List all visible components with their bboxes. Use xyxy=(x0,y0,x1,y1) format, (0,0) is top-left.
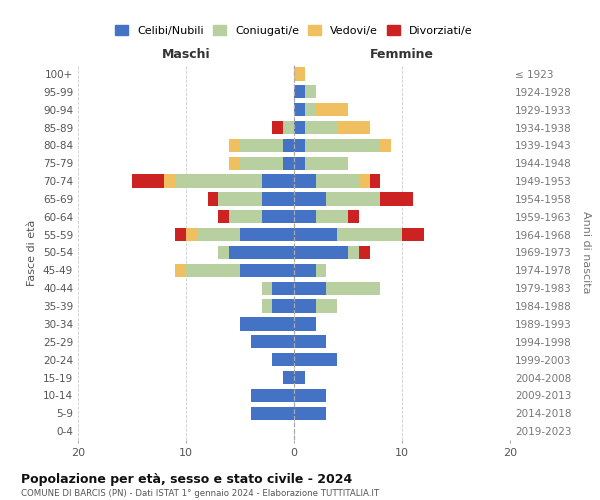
Bar xyxy=(283,138,294,152)
Bar xyxy=(316,264,326,277)
Bar xyxy=(305,138,380,152)
Bar xyxy=(186,264,240,277)
Bar xyxy=(294,228,337,241)
Bar xyxy=(251,388,294,402)
Bar xyxy=(337,121,370,134)
Bar xyxy=(294,174,316,188)
Bar xyxy=(272,300,294,313)
Bar xyxy=(262,282,272,295)
Bar xyxy=(294,192,326,205)
Bar xyxy=(294,121,305,134)
Bar xyxy=(229,210,262,224)
Bar xyxy=(197,228,240,241)
Bar xyxy=(240,228,294,241)
Bar xyxy=(348,246,359,259)
Bar xyxy=(294,317,316,330)
Bar xyxy=(294,210,316,224)
Bar xyxy=(359,246,370,259)
Text: Popolazione per età, sesso e stato civile - 2024: Popolazione per età, sesso e stato civil… xyxy=(21,472,352,486)
Bar xyxy=(132,174,164,188)
Bar xyxy=(229,138,240,152)
Bar xyxy=(294,138,305,152)
Bar xyxy=(380,138,391,152)
Bar xyxy=(251,335,294,348)
Legend: Celibi/Nubili, Coniugati/e, Vedovi/e, Divorziati/e: Celibi/Nubili, Coniugati/e, Vedovi/e, Di… xyxy=(112,22,476,40)
Bar xyxy=(175,174,262,188)
Bar xyxy=(294,282,326,295)
Bar xyxy=(283,156,294,170)
Bar xyxy=(326,192,380,205)
Y-axis label: Fasce di età: Fasce di età xyxy=(28,220,37,286)
Bar xyxy=(294,264,316,277)
Bar xyxy=(283,121,294,134)
Bar xyxy=(240,156,283,170)
Bar xyxy=(294,388,326,402)
Bar xyxy=(294,156,305,170)
Bar xyxy=(272,353,294,366)
Bar xyxy=(240,317,294,330)
Bar xyxy=(294,371,305,384)
Bar xyxy=(337,228,402,241)
Bar xyxy=(294,406,326,420)
Bar xyxy=(240,264,294,277)
Bar xyxy=(380,192,413,205)
Bar xyxy=(402,228,424,241)
Bar xyxy=(240,138,283,152)
Bar xyxy=(262,210,294,224)
Bar xyxy=(305,121,337,134)
Bar xyxy=(229,246,294,259)
Bar xyxy=(294,67,305,80)
Bar xyxy=(164,174,175,188)
Bar xyxy=(294,300,316,313)
Bar xyxy=(294,85,305,98)
Bar xyxy=(316,174,359,188)
Bar xyxy=(316,210,348,224)
Bar xyxy=(229,156,240,170)
Bar xyxy=(218,192,262,205)
Bar xyxy=(262,192,294,205)
Bar xyxy=(294,353,337,366)
Bar xyxy=(326,282,380,295)
Bar xyxy=(262,174,294,188)
Bar xyxy=(359,174,370,188)
Text: Maschi: Maschi xyxy=(161,48,211,62)
Text: COMUNE DI BARCIS (PN) - Dati ISTAT 1° gennaio 2024 - Elaborazione TUTTITALIA.IT: COMUNE DI BARCIS (PN) - Dati ISTAT 1° ge… xyxy=(21,489,379,498)
Bar xyxy=(218,210,229,224)
Bar xyxy=(218,246,229,259)
Bar xyxy=(348,210,359,224)
Bar xyxy=(175,264,186,277)
Bar xyxy=(186,228,197,241)
Bar xyxy=(316,300,337,313)
Bar xyxy=(294,246,348,259)
Bar xyxy=(305,103,316,117)
Bar xyxy=(305,85,316,98)
Bar xyxy=(294,335,326,348)
Bar xyxy=(208,192,218,205)
Bar xyxy=(370,174,380,188)
Bar xyxy=(316,103,348,117)
Bar xyxy=(272,121,283,134)
Bar xyxy=(283,371,294,384)
Bar xyxy=(294,103,305,117)
Bar xyxy=(305,156,348,170)
Bar xyxy=(175,228,186,241)
Bar xyxy=(262,300,272,313)
Bar xyxy=(272,282,294,295)
Bar xyxy=(251,406,294,420)
Y-axis label: Anni di nascita: Anni di nascita xyxy=(581,211,591,294)
Text: Femmine: Femmine xyxy=(370,48,434,62)
